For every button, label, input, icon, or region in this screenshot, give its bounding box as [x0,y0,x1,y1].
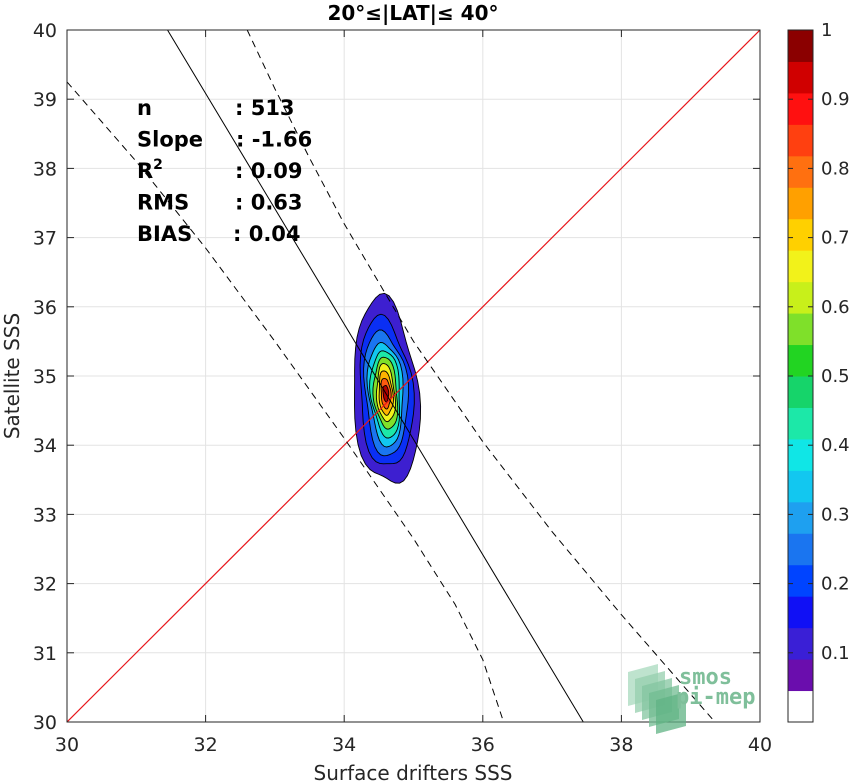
colorbar: 0.1 0.2 0.3 0.4 0.5 0.6 0.7 0.8 0.9 1 [787,20,850,723]
colorbar-segment [788,30,813,62]
stat-label: n [137,96,152,120]
y-tick-label: 31 [33,643,57,665]
stat-value: : 0.63 [235,191,303,215]
colorbar-tick-label: 0.3 [821,504,850,525]
colorbar-segment [788,501,813,534]
colorbar-segment [788,61,813,94]
stat-value: : 0.09 [235,159,303,183]
colorbar-tick-label: 1 [821,20,832,41]
colorbar-tick-label: 0.8 [821,158,850,179]
identity-line [67,30,760,722]
y-axis-label: Satellite SSS [0,313,24,439]
x-tick-label: 36 [471,734,495,756]
colorbar-segment [788,218,813,251]
logo-line1: smos [679,665,732,690]
colorbar-segment [788,627,813,660]
colorbar-tick-label: 0.4 [821,435,850,456]
x-tick-label: 34 [332,734,356,756]
x-tick-label: 38 [609,734,633,756]
y-tick-label: 32 [33,574,57,596]
colorbar-segment [788,92,813,125]
axis-ticks: 30 32 34 36 38 40 30 31 32 33 34 35 36 37 38 39 40 [33,20,772,756]
y-tick-label: 30 [33,712,57,734]
chart-title: 20°≤|LAT|≤ 40° [327,1,498,25]
x-tick-label: 40 [748,734,772,756]
colorbar-segment [788,564,813,597]
y-tick-label: 40 [33,20,57,42]
y-tick-label: 35 [33,366,57,388]
colorbar-segment [788,470,813,503]
colorbar-segment [788,596,813,629]
colorbar-segment [788,407,813,440]
y-tick-label: 39 [33,89,57,111]
colorbar-segment [788,376,813,408]
colorbar-segment [788,187,813,220]
y-tick-label: 36 [33,297,57,319]
confidence-band-line [246,30,716,722]
colorbar-segment [788,250,813,283]
colorbar-tick-label: 0.5 [821,366,850,387]
y-tick-label: 34 [33,435,57,457]
regression-line [167,30,584,722]
colorbar-segment [788,313,813,346]
colorbar-segment [788,659,813,692]
colorbar-tick-label: 0.2 [821,574,850,595]
stat-value: : 513 [235,96,295,120]
colorbar-tick-label: 0.9 [821,89,850,110]
logo-wave [656,692,686,734]
colorbar-segment [788,533,813,566]
x-tick-label: 30 [55,734,79,756]
colorbar-segment [788,281,813,314]
colorbar-segment [788,344,813,377]
colorbar-segment [788,124,813,157]
x-axis-label: Surface drifters SSS [314,761,513,784]
colorbar-tick-label: 0.6 [821,297,850,318]
stat-label: Slope [137,128,203,152]
y-tick-label: 37 [33,228,57,250]
colorbar-segment [788,438,813,471]
density-contours [354,292,422,484]
colorbar-tick-label: 0.1 [821,643,850,664]
x-tick-label: 32 [194,734,218,756]
stat-label: RMS [137,191,189,215]
colorbar-segment [788,155,813,188]
colorbar-tick-label: 0.7 [821,228,850,249]
logo-line2: pi-mep [676,685,755,710]
stat-value: : -1.66 [236,128,312,152]
stat-label: BIAS [137,222,192,246]
y-tick-label: 33 [33,504,57,526]
fit-lines [67,30,760,722]
y-tick-label: 38 [33,158,57,180]
colorbar-segment [788,690,813,723]
stat-value: : 0.04 [233,222,301,246]
